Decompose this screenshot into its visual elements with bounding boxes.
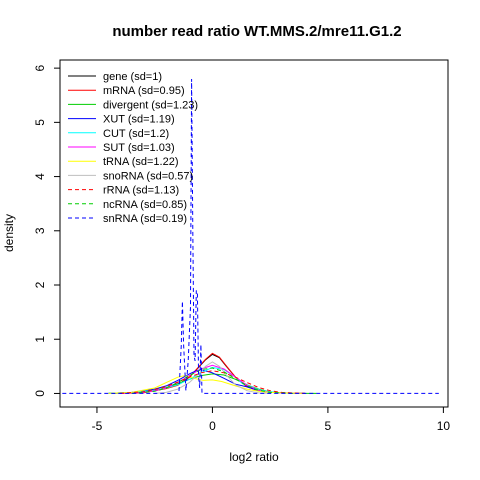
y-tick-label: 4 — [33, 173, 47, 180]
legend-entry: SUT (sd=1.03) — [103, 142, 175, 154]
series-line-0 — [108, 353, 305, 394]
series-line-10 — [62, 78, 439, 394]
legend-entry: tRNA (sd=1.22) — [103, 156, 179, 168]
x-axis-label: log2 ratio — [229, 450, 279, 464]
plot-frame — [59, 59, 449, 408]
y-tick-label: 5 — [33, 119, 47, 126]
x-axis: -5 0 5 10 — [92, 406, 451, 433]
legend-entry: ncRNA (sd=0.85) — [103, 199, 187, 211]
series-line-6 — [108, 375, 305, 394]
x-tick-label: 5 — [325, 419, 332, 433]
y-axis: 0 1 2 3 4 5 6 — [33, 64, 61, 397]
x-tick-label: -5 — [92, 419, 103, 433]
series-line-9 — [131, 367, 294, 394]
legend-entry: rRNA (sd=1.13) — [103, 185, 179, 197]
series-line-7 — [154, 361, 271, 394]
series-line-3 — [108, 369, 305, 394]
legend-entry: gene (sd=1) — [103, 71, 162, 83]
legend-entry: snRNA (sd=0.19) — [103, 213, 187, 225]
x-tick-label: 0 — [209, 419, 216, 433]
legend-entry: mRNA (sd=0.95) — [103, 85, 185, 97]
y-tick-label: 2 — [33, 281, 47, 288]
y-tick-label: 0 — [33, 390, 47, 397]
chart-title: number read ratio WT.MMS.2/mre11.G1.2 — [112, 23, 401, 40]
y-tick-label: 6 — [33, 64, 47, 71]
series-lines — [62, 78, 439, 394]
y-tick-label: 3 — [33, 227, 47, 234]
legend: gene (sd=1) mRNA (sd=0.95) divergent (sd=1… — [68, 71, 198, 225]
legend-entry: divergent (sd=1.23) — [103, 99, 198, 111]
legend-entry: XUT (sd=1.19) — [103, 114, 175, 126]
y-axis-label: density — [2, 214, 16, 252]
legend-entry: CUT (sd=1.2) — [103, 128, 169, 140]
legend-entry: snoRNA (sd=0.57) — [103, 170, 193, 182]
y-tick-label: 1 — [33, 336, 47, 343]
x-tick-label: 10 — [437, 419, 451, 433]
series-line-8 — [119, 370, 305, 394]
